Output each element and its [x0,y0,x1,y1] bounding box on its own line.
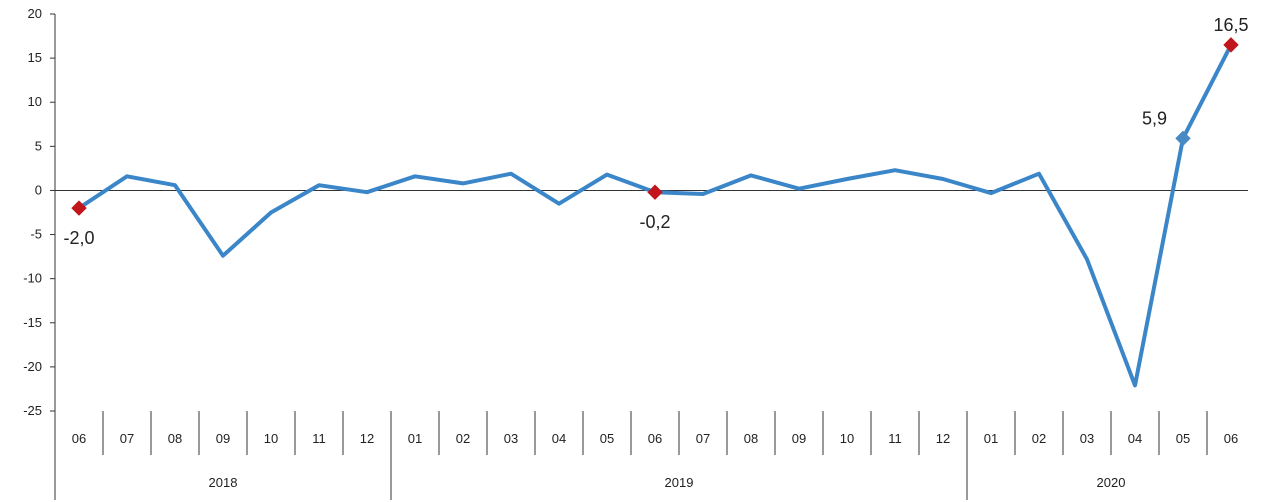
x-category-label: 12 [360,431,374,446]
x-category-label: 04 [552,431,566,446]
data-labels: -2,0 -0,2 5,9 16,5 [63,15,1248,248]
data-label: -0,2 [639,212,670,232]
y-tick-label: 10 [28,94,42,109]
x-category-label: 10 [840,431,854,446]
year-label: 2018 [209,475,238,490]
x-category-label: 03 [1080,431,1094,446]
x-category-label: 03 [504,431,518,446]
y-tick-labels: 20 15 10 5 0 -5 -10 -15 -20 -25 [23,6,55,418]
data-point-marker [1175,130,1191,147]
x-category-label: 09 [792,431,806,446]
x-category-label: 07 [696,431,710,446]
x-category-label: 05 [1176,431,1190,446]
data-label: 16,5 [1213,15,1248,35]
x-category-label: 08 [744,431,758,446]
x-category-label: 10 [264,431,278,446]
y-tick-label: -25 [23,403,42,418]
x-category-label: 06 [648,431,662,446]
data-label: -2,0 [63,228,94,248]
x-category-label: 01 [984,431,998,446]
y-tick-label: -20 [23,359,42,374]
data-point-marker [647,184,663,200]
x-category-label: 11 [312,431,326,446]
x-category-label: 02 [1032,431,1046,446]
x-category-label: 06 [72,431,86,446]
markers [71,37,1239,216]
x-category-label: 04 [1128,431,1142,446]
x-category-label: 12 [936,431,950,446]
y-tick-label: -5 [30,227,42,242]
axes [54,14,1248,500]
y-tick-label: -15 [23,315,42,330]
y-tick-label: 0 [35,182,42,197]
x-category-label: 07 [120,431,134,446]
data-label: 5,9 [1142,108,1167,128]
x-category-label: 08 [168,431,182,446]
x-category-label: 11 [888,431,902,446]
x-category-label: 09 [216,431,230,446]
x-category-label: 06 [1224,431,1238,446]
x-category-label: 05 [600,431,614,446]
data-point-marker [71,200,87,216]
x-category-label: 02 [456,431,470,446]
y-tick-label: 15 [28,50,42,65]
x-category-axis: 06 07 08 09 10 11 12 01 02 03 04 05 06 07 08 09 10 11 12 01… [54,411,1238,500]
x-category-label: 01 [408,431,422,446]
year-label: 2019 [665,475,694,490]
data-point-marker [1223,37,1239,53]
y-tick-label: 20 [28,6,42,21]
y-tick-label: -10 [23,271,42,286]
y-tick-label: 5 [35,138,42,153]
year-label: 2020 [1097,475,1126,490]
